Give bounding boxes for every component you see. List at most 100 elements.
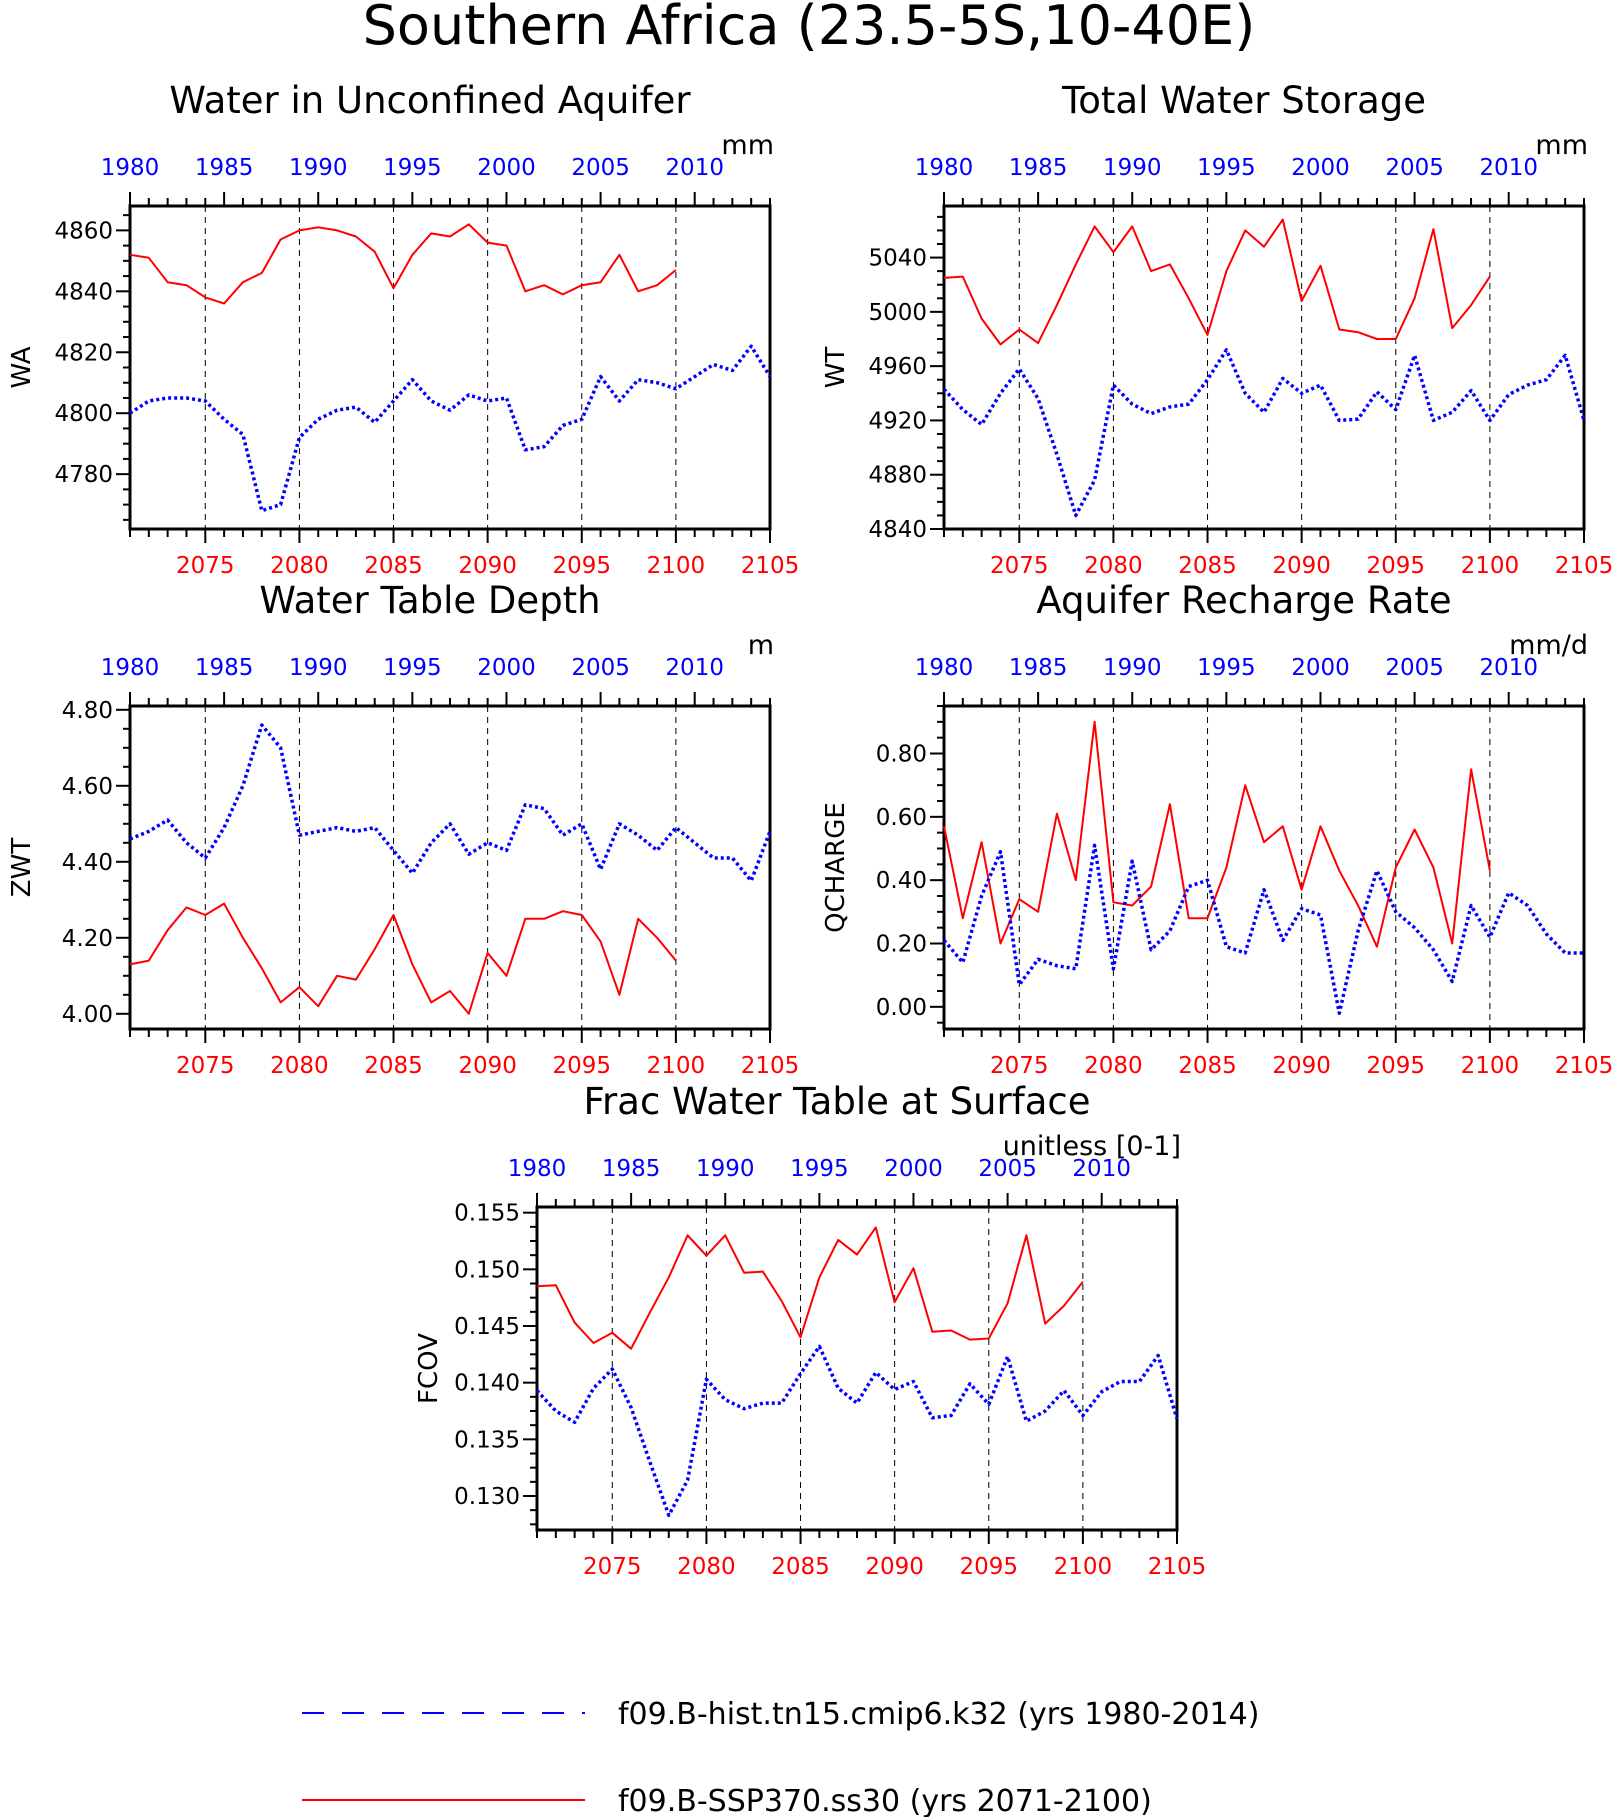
y-tick-label: 0.00 (876, 995, 927, 1021)
y-tick-label: 0.150 (454, 1257, 520, 1283)
y-tick-label: 0.135 (454, 1427, 520, 1453)
y-tick-label: 0.145 (454, 1314, 520, 1340)
y-tick-label: 0.140 (454, 1371, 520, 1397)
bottom-tick-label: 2090 (458, 553, 517, 579)
y-tick-label: 4.80 (62, 698, 113, 724)
units-label: unitless [0-1] (1003, 1131, 1181, 1162)
bottom-tick-label: 2095 (552, 1053, 611, 1079)
top-tick-label: 2010 (1479, 155, 1538, 181)
bottom-tick-label: 2075 (583, 1554, 642, 1580)
top-tick-label: 2000 (1291, 655, 1350, 681)
top-tick-label: 2010 (1479, 655, 1538, 681)
y-tick-label: 0.40 (876, 868, 927, 894)
top-tick-label: 2000 (477, 155, 536, 181)
bottom-tick-label: 2080 (1084, 1053, 1143, 1079)
bottom-tick-label: 2090 (865, 1554, 924, 1580)
panel-3: Water Table Depth m ZWT 2075 2080 2085 2090 209… (7, 579, 799, 1079)
y-axis-label: WA (7, 346, 37, 388)
top-tick-label: 2005 (571, 655, 630, 681)
y-tick-label: 0.20 (876, 932, 927, 958)
series-ssp-line (943, 218, 1491, 346)
plot-frame (128, 204, 772, 531)
units-label: mm (721, 130, 774, 161)
top-tick-label: 2005 (1385, 655, 1444, 681)
bottom-tick-label: 2100 (1461, 553, 1520, 579)
panel-4: Aquifer Recharge Rate mm/d QCHARGE 2075 2080… (821, 579, 1613, 1079)
top-tick-label: 1995 (1197, 655, 1256, 681)
top-tick-label: 1995 (790, 1156, 849, 1182)
units-label: m (748, 630, 774, 661)
legend-ssp-label: f09.B-SSP370.ss30 (yrs 2071-2100) (618, 1784, 1152, 1817)
top-tick-label: 1980 (915, 155, 974, 181)
bottom-tick-label: 2095 (1366, 553, 1425, 579)
y-tick-label: 4840 (868, 517, 927, 543)
y-tick-label: 4.00 (62, 1002, 113, 1028)
y-tick-label: 4920 (868, 408, 927, 434)
top-tick-label: 2010 (1072, 1156, 1131, 1182)
bottom-tick-label: 2100 (1054, 1554, 1113, 1580)
panel-2: Total Water Storage mm WT 2075 2080 2085 2090 2… (821, 79, 1613, 579)
top-tick-label: 1990 (289, 655, 348, 681)
bottom-tick-label: 2075 (176, 1053, 235, 1079)
bottom-tick-label: 2105 (1555, 553, 1614, 579)
y-tick-label: 4840 (54, 279, 113, 305)
top-tick-label: 1990 (696, 1156, 755, 1182)
top-tick-label: 1990 (289, 155, 348, 181)
bottom-tick-label: 2085 (771, 1554, 830, 1580)
top-tick-label: 1995 (1197, 155, 1256, 181)
top-tick-label: 2000 (477, 655, 536, 681)
legend-hist-label: f09.B-hist.tn15.cmip6.k32 (yrs 1980-2014… (618, 1697, 1259, 1732)
top-tick-label: 1990 (1103, 155, 1162, 181)
units-label: mm/d (1509, 630, 1588, 661)
plot-frame (128, 704, 772, 1031)
y-tick-label: 0.155 (454, 1201, 520, 1227)
bottom-tick-label: 2075 (176, 553, 235, 579)
top-tick-label: 1980 (101, 155, 160, 181)
bottom-tick-label: 2095 (552, 553, 611, 579)
bottom-tick-label: 2100 (1461, 1053, 1520, 1079)
y-tick-label: 0.80 (876, 742, 927, 768)
y-tick-label: 5040 (868, 246, 927, 272)
top-tick-label: 2005 (571, 155, 630, 181)
bottom-tick-label: 2085 (1178, 553, 1237, 579)
bottom-tick-label: 2100 (647, 553, 706, 579)
bottom-tick-label: 2090 (1272, 1053, 1331, 1079)
top-tick-label: 1995 (383, 155, 442, 181)
bottom-tick-label: 2090 (458, 1053, 517, 1079)
top-tick-label: 1985 (195, 655, 254, 681)
top-tick-label: 1995 (383, 655, 442, 681)
panel-1: Water in Unconfined Aquifer mm WA 2075 2080 2… (7, 79, 799, 579)
panel-title: Aquifer Recharge Rate (1036, 579, 1451, 622)
series-hist-line (129, 344, 772, 513)
top-tick-label: 1980 (101, 655, 160, 681)
bottom-tick-label: 2080 (270, 553, 329, 579)
y-axis-label: ZWT (7, 838, 37, 898)
main-title: Southern Africa (23.5-5S,10-40E) (363, 0, 1256, 57)
bottom-tick-label: 2100 (647, 1053, 706, 1079)
y-tick-label: 5000 (868, 300, 927, 326)
bottom-tick-label: 2080 (1084, 553, 1143, 579)
series-hist-line (942, 843, 1584, 1015)
plot-frame (942, 204, 1586, 531)
units-label: mm (1535, 130, 1588, 161)
panel-title: Water in Unconfined Aquifer (169, 79, 691, 122)
bottom-tick-label: 2095 (959, 1554, 1018, 1580)
series-ssp-line (943, 720, 1491, 948)
bottom-tick-label: 2080 (677, 1554, 736, 1580)
bottom-tick-label: 2075 (990, 1053, 1049, 1079)
top-tick-label: 2005 (978, 1156, 1037, 1182)
series-ssp-line (536, 1226, 1084, 1350)
y-axis-label: WT (821, 347, 851, 389)
bottom-tick-label: 2085 (1178, 1053, 1237, 1079)
plot-frame (942, 704, 1586, 1031)
top-tick-label: 1985 (1009, 655, 1068, 681)
top-tick-label: 2010 (665, 655, 724, 681)
bottom-tick-label: 2080 (270, 1053, 329, 1079)
y-tick-label: 4780 (54, 462, 113, 488)
bottom-tick-label: 2095 (1366, 1053, 1425, 1079)
panel-title: Water Table Depth (259, 579, 600, 622)
top-tick-label: 1985 (1009, 155, 1068, 181)
y-tick-label: 0.130 (454, 1484, 520, 1510)
top-tick-label: 1985 (602, 1156, 661, 1182)
